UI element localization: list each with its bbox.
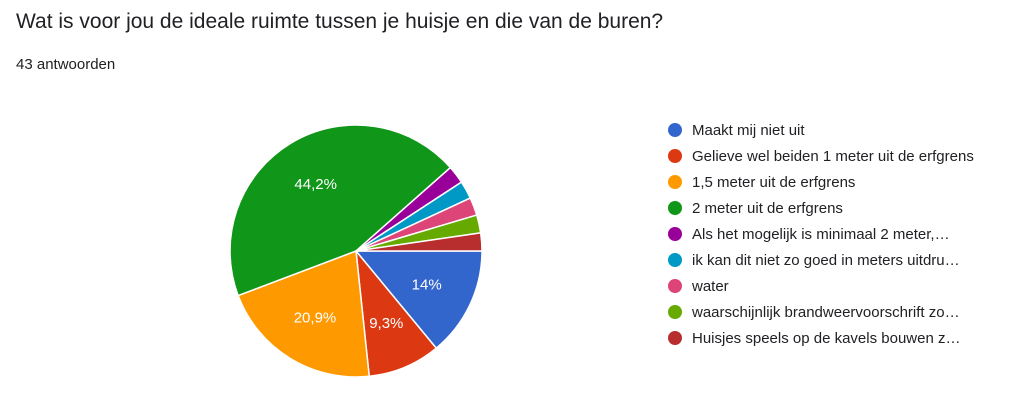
legend-swatch bbox=[668, 227, 682, 241]
legend-label: Huisjes speels op de kavels bouwen z… bbox=[692, 330, 961, 347]
pie-slice[interactable] bbox=[229, 124, 452, 297]
response-count: 43 antwoorden bbox=[16, 56, 116, 73]
legend-swatch bbox=[668, 201, 682, 215]
pie-slice[interactable] bbox=[355, 231, 483, 252]
legend-item[interactable]: Gelieve wel beiden 1 meter uit de erfgre… bbox=[668, 145, 1008, 168]
question-title: Wat is voor jou de ideale ruimte tussen … bbox=[16, 10, 664, 33]
pie-slice[interactable] bbox=[237, 249, 371, 378]
legend-label: waarschijnlijk brandweervoorschrift zo… bbox=[692, 304, 960, 321]
legend-item[interactable]: water bbox=[668, 275, 1008, 298]
legend-label: Maakt mij niet uit bbox=[692, 122, 805, 139]
legend-label: Als het mogelijk is minimaal 2 meter,… bbox=[692, 226, 950, 243]
legend-item[interactable]: 2 meter uit de erfgrens bbox=[668, 197, 1008, 220]
legend-label: 1,5 meter uit de erfgrens bbox=[692, 174, 856, 191]
legend-swatch bbox=[668, 305, 682, 319]
legend-label: ik kan dit niet zo goed in meters uitdru… bbox=[692, 252, 960, 269]
slice-label: 20,9% bbox=[294, 310, 337, 327]
legend-swatch bbox=[668, 279, 682, 293]
legend-label: Gelieve wel beiden 1 meter uit de erfgre… bbox=[692, 148, 974, 165]
legend-swatch bbox=[668, 253, 682, 267]
legend-item[interactable]: Huisjes speels op de kavels bouwen z… bbox=[668, 327, 1008, 350]
legend-item[interactable]: ik kan dit niet zo goed in meters uitdru… bbox=[668, 249, 1008, 272]
legend-label: water bbox=[692, 278, 729, 295]
legend-label: 2 meter uit de erfgrens bbox=[692, 200, 843, 217]
legend-item[interactable]: 1,5 meter uit de erfgrens bbox=[668, 171, 1008, 194]
slice-label: 44,2% bbox=[294, 176, 337, 193]
legend-item[interactable]: waarschijnlijk brandweervoorschrift zo… bbox=[668, 301, 1008, 324]
legend-item[interactable]: Als het mogelijk is minimaal 2 meter,… bbox=[668, 223, 1008, 246]
slice-label: 9,3% bbox=[369, 315, 403, 332]
legend-swatch bbox=[668, 149, 682, 163]
legend-swatch bbox=[668, 331, 682, 345]
pie-slice[interactable] bbox=[354, 250, 483, 350]
legend-swatch bbox=[668, 123, 682, 137]
chart-legend: Maakt mij niet uit Gelieve wel beiden 1 m… bbox=[668, 119, 1008, 353]
legend-swatch bbox=[668, 175, 682, 189]
slice-label: 14% bbox=[412, 276, 442, 293]
legend-item[interactable]: Maakt mij niet uit bbox=[668, 119, 1008, 142]
